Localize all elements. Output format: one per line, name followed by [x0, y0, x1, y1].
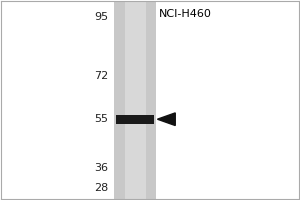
Text: 95: 95: [94, 12, 108, 22]
Text: 72: 72: [94, 71, 108, 81]
Text: 55: 55: [94, 114, 108, 124]
Bar: [125, 1, 146, 199]
Text: 36: 36: [94, 163, 108, 173]
Text: 28: 28: [94, 183, 108, 193]
Polygon shape: [158, 113, 175, 126]
Text: NCI-H460: NCI-H460: [159, 9, 212, 19]
Bar: [116, 115, 154, 124]
Bar: [114, 1, 156, 199]
